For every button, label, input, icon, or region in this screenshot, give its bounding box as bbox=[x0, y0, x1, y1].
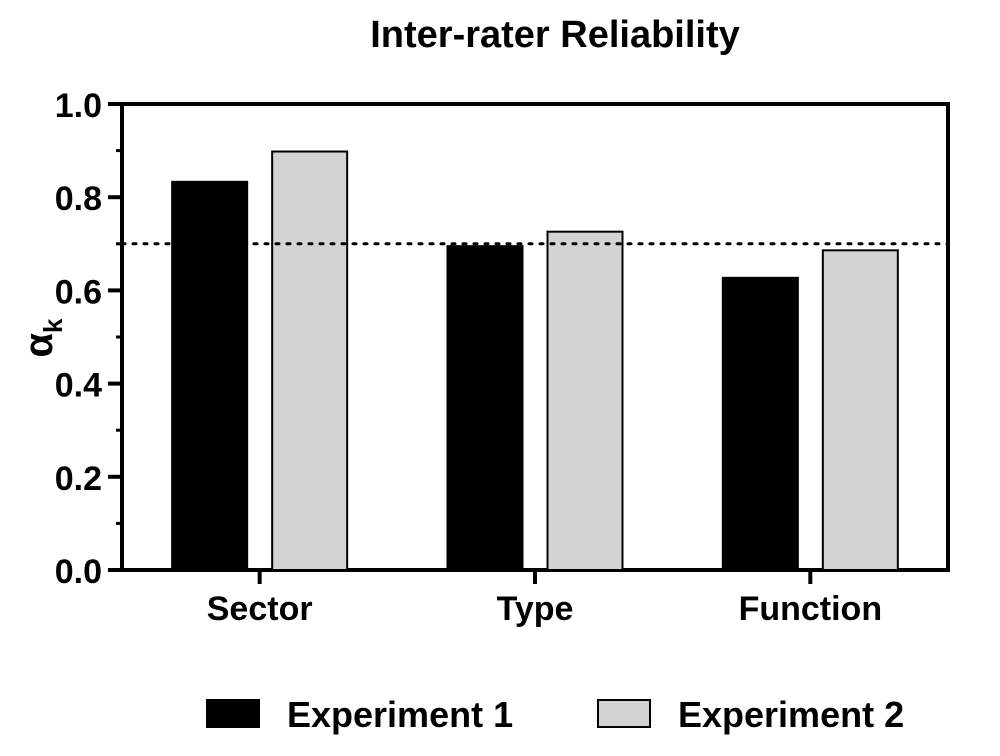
y-tick-label: 0.8 bbox=[55, 180, 102, 218]
y-tick-label: 0.0 bbox=[55, 553, 102, 591]
x-tick-label: Sector bbox=[207, 590, 313, 628]
chart-title: Inter-rater Reliability bbox=[370, 14, 740, 56]
y-axis-label-sub: k bbox=[38, 318, 68, 333]
y-tick-label: 0.2 bbox=[55, 460, 102, 498]
y-tick-label: 1.0 bbox=[55, 87, 102, 125]
legend-swatch bbox=[597, 699, 651, 728]
bar-type-series-1 bbox=[446, 245, 524, 571]
y-tick-label: 0.4 bbox=[55, 367, 102, 405]
bar-sector-series-1 bbox=[171, 180, 249, 572]
y-axis-label-main: α bbox=[17, 333, 61, 358]
bar-function-series-2 bbox=[821, 249, 899, 571]
bar-sector-series-2 bbox=[271, 150, 349, 571]
bar-type-series-2 bbox=[546, 230, 624, 572]
legend-label: Experiment 2 bbox=[678, 694, 904, 735]
x-tick-label: Type bbox=[497, 590, 574, 628]
y-tick-label: 0.6 bbox=[55, 273, 102, 311]
x-tick-label: Function bbox=[739, 590, 883, 628]
legend-label: Experiment 1 bbox=[287, 694, 513, 735]
svg-text:αk: αk bbox=[17, 318, 68, 358]
bar-function-series-1 bbox=[721, 276, 799, 571]
legend-swatch bbox=[206, 699, 260, 728]
y-axis-label: αk bbox=[17, 318, 68, 358]
